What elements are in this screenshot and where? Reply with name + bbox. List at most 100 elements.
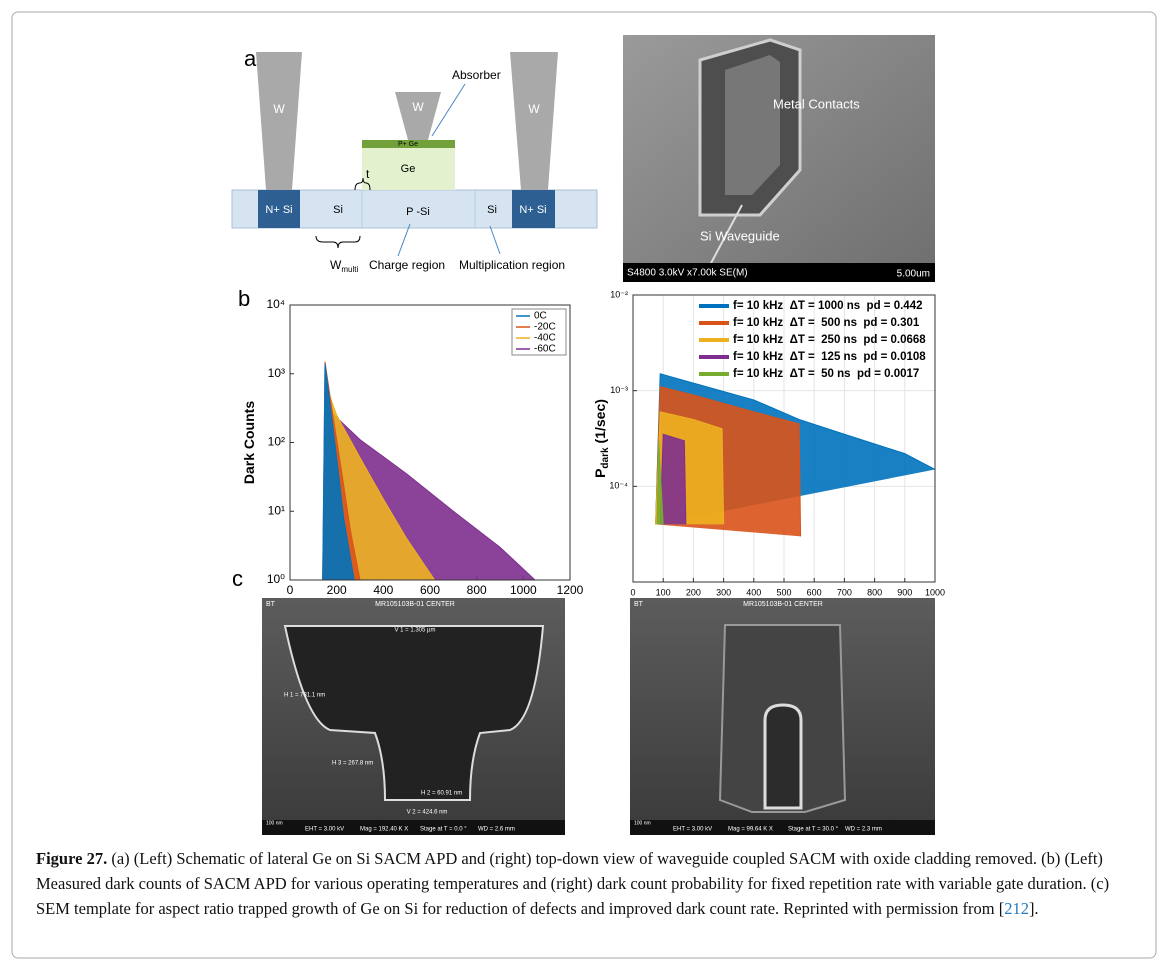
x-tick-label: 900 bbox=[897, 587, 912, 597]
sem-label: Metal Contacts bbox=[773, 96, 860, 111]
x-tick-label: 200 bbox=[686, 587, 701, 597]
sem-info: H 2 = 60.91 nm bbox=[421, 791, 462, 797]
sem-info: Mag = 192.40 K X bbox=[360, 827, 408, 833]
sem-info: BT bbox=[634, 601, 644, 608]
legend-label: -60C bbox=[534, 344, 556, 355]
label: W bbox=[528, 102, 540, 116]
x-tick-label: 100 bbox=[656, 587, 671, 597]
sem-structure bbox=[763, 703, 803, 810]
label: Wmulti bbox=[330, 258, 358, 274]
chart: 0 100 200 300 400 500 600 700 800 900 1000 10⁻⁴ 10⁻³… bbox=[592, 289, 945, 615]
sem-image: BT MR105103B-01 CENTER V 1 = 1.305 µm H … bbox=[262, 598, 565, 835]
label: multi bbox=[341, 265, 358, 274]
x-tick-label: 800 bbox=[467, 583, 487, 597]
legend-label: 0C bbox=[534, 311, 547, 322]
legend-label: f= 10 kHz ΔT = 1000 ns pd = 0.442 bbox=[733, 300, 923, 312]
legend-label: f= 10 kHz ΔT = 125 ns pd = 0.0108 bbox=[733, 351, 926, 363]
sem-image: BT MR105103B-01 CENTER 100 nm EHT = 3.00… bbox=[630, 598, 935, 835]
legend-label: -40C bbox=[534, 333, 556, 344]
data-area bbox=[656, 440, 664, 525]
n-region bbox=[258, 190, 300, 228]
x-tick-label: 800 bbox=[867, 587, 882, 597]
arrow bbox=[397, 223, 411, 257]
y-axis-label: Dark Counts bbox=[241, 401, 257, 484]
y-tick-label: 10² bbox=[268, 435, 285, 449]
y-axis-label: dark bbox=[600, 447, 611, 469]
sem-infobar bbox=[262, 820, 565, 835]
panel-label: c bbox=[232, 566, 243, 591]
legend-label: f= 10 kHz ΔT = 50 ns pd = 0.0017 bbox=[733, 368, 919, 380]
y-tick-label: 10⁰ bbox=[267, 572, 285, 586]
label: W bbox=[330, 258, 342, 272]
caption: Figure 27. (a) (Left) Schematic of later… bbox=[36, 846, 1136, 921]
x-tick-label: 200 bbox=[327, 583, 347, 597]
sem-info: EHT = 3.00 kV bbox=[673, 827, 712, 833]
y-tick-label: 10⁻³ bbox=[610, 385, 628, 395]
brace bbox=[354, 177, 371, 191]
legend-label: -20C bbox=[534, 322, 556, 333]
sem-info: BT bbox=[266, 601, 276, 608]
frame bbox=[11, 11, 1157, 959]
caption-text: (a) (Left) Schematic of lateral Ge on Si… bbox=[36, 849, 1110, 918]
x-tick-label: 300 bbox=[716, 587, 731, 597]
sem-structure bbox=[709, 204, 743, 266]
label: t bbox=[366, 167, 370, 181]
x-tick-label: 1000 bbox=[510, 583, 537, 597]
sem-info: V 1 = 1.305 µm bbox=[395, 628, 436, 634]
x-tick-label: 1000 bbox=[925, 587, 945, 597]
sem-info: 100 nm bbox=[266, 820, 283, 826]
sem-structure bbox=[725, 55, 780, 195]
label: N+ Si bbox=[519, 204, 546, 216]
y-tick-label: 10⁻⁴ bbox=[609, 481, 628, 491]
panel-label: a bbox=[244, 46, 257, 71]
schematic: a W W W Absorber P+ Ge Ge t N+ Si Si P -… bbox=[231, 46, 598, 274]
contact bbox=[510, 52, 558, 190]
x-tick-label: 500 bbox=[776, 587, 791, 597]
n-region bbox=[512, 190, 555, 228]
ge-cap bbox=[362, 140, 455, 148]
chart: 02004006008001000120010⁰10¹10²10³10⁴Time… bbox=[241, 297, 584, 613]
contact bbox=[256, 52, 302, 190]
legend-label: f= 10 kHz ΔT = 500 ns pd = 0.301 bbox=[733, 317, 920, 329]
label: Si bbox=[333, 204, 343, 216]
brace bbox=[315, 235, 361, 249]
sem-info: MR105103B-01 CENTER bbox=[743, 601, 823, 608]
data-area bbox=[659, 433, 687, 525]
contact bbox=[395, 92, 441, 140]
sem-info: Mag = 99.64 K X bbox=[728, 827, 773, 833]
sem-info: EHT = 3.00 kV bbox=[305, 827, 344, 833]
y-axis-label: (1/sec) bbox=[592, 399, 608, 443]
x-tick-label: 700 bbox=[837, 587, 852, 597]
x-tick-label: 400 bbox=[746, 587, 761, 597]
x-tick-label: 1200 bbox=[557, 583, 584, 597]
label: Si bbox=[487, 204, 497, 216]
sem-info: Stage at T = 0.0 ° bbox=[420, 827, 467, 833]
axes-box bbox=[289, 304, 571, 581]
label: P -Si bbox=[406, 206, 430, 218]
axes-box bbox=[632, 294, 936, 583]
legend-label: f= 10 kHz ΔT = 250 ns pd = 0.0668 bbox=[733, 334, 926, 346]
label: Charge region bbox=[369, 258, 445, 272]
x-tick-label: 600 bbox=[420, 583, 440, 597]
sem-structure bbox=[283, 625, 545, 801]
y-axis-label: Dark Counts bbox=[241, 401, 257, 484]
arrow bbox=[489, 225, 501, 255]
y-tick-label: 10¹ bbox=[268, 503, 285, 517]
caption-label: Figure 27. bbox=[36, 849, 108, 868]
x-tick-label: 400 bbox=[373, 583, 393, 597]
sem-info: Stage at T = 30.0 ° bbox=[788, 827, 839, 833]
reference-link[interactable]: 212 bbox=[1004, 899, 1029, 918]
label: W bbox=[412, 100, 424, 114]
panel-label: b bbox=[238, 286, 250, 311]
y-tick-label: 10³ bbox=[268, 366, 285, 380]
y-tick-label: 10⁴ bbox=[266, 297, 285, 311]
sem-info: WD = 2.3 mm bbox=[845, 827, 882, 833]
sem-infobar bbox=[630, 820, 935, 835]
sem-info: 100 nm bbox=[634, 820, 651, 826]
label: P+ Ge bbox=[398, 141, 418, 148]
caption-text: ]. bbox=[1028, 899, 1039, 918]
x-tick-label: 0 bbox=[287, 583, 294, 597]
sem-info: WD = 2.6 mm bbox=[478, 827, 515, 833]
